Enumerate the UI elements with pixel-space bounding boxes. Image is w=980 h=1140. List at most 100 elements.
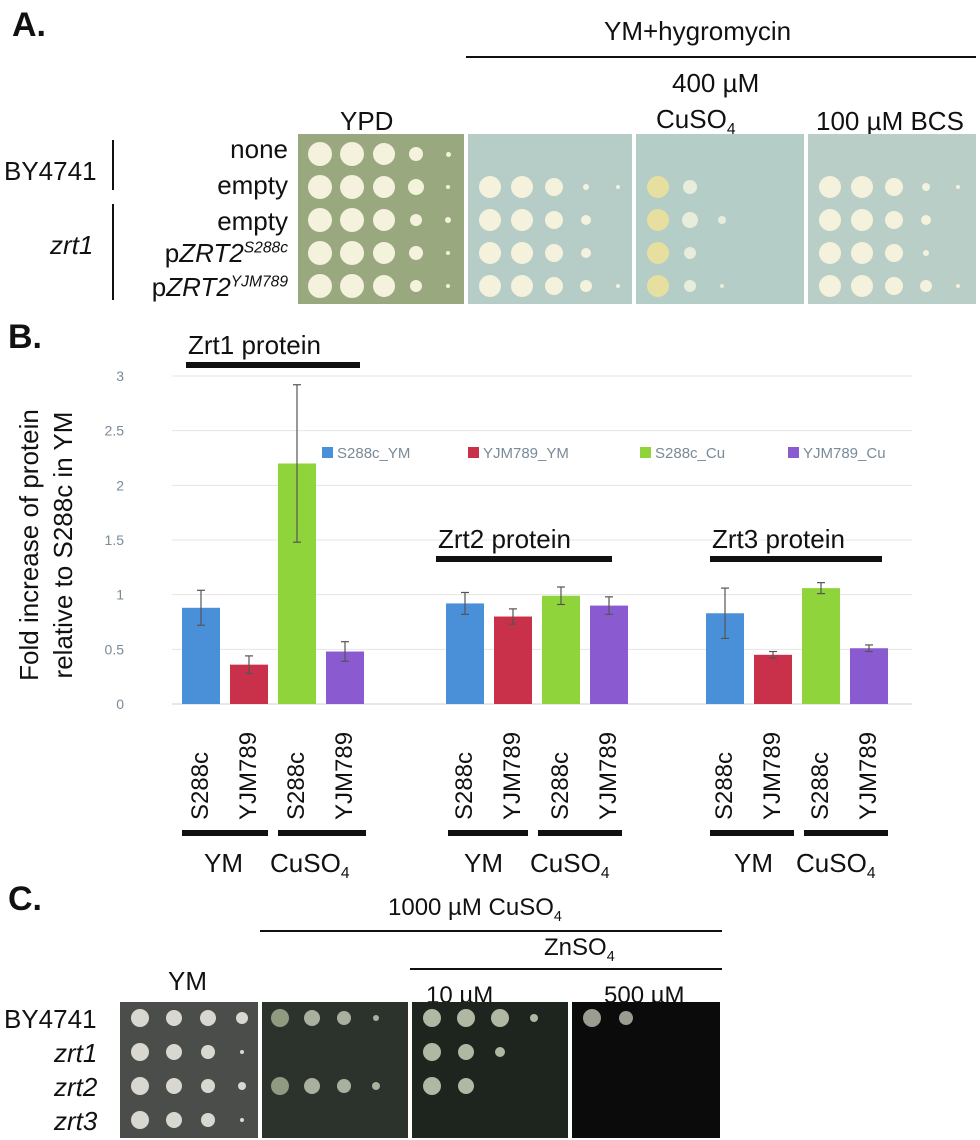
x-tick-label: YJM789 [759, 731, 786, 820]
colony-spot [956, 185, 960, 189]
legend-swatch [468, 447, 479, 458]
strain-row-label: empty [217, 170, 288, 200]
bar [542, 595, 580, 704]
colony-spot [308, 241, 332, 265]
colony-spot [373, 242, 395, 264]
colony-spot [304, 1010, 320, 1026]
ypd-plate-image [298, 134, 464, 304]
colony-spot [166, 1010, 182, 1026]
colony-spot [545, 178, 563, 196]
colony-spot [423, 1009, 441, 1027]
znso4-500-plate-image [572, 1002, 720, 1138]
panel-c-header-cu: 1000 µM CuSO4 [388, 894, 562, 925]
colony-spot [616, 284, 620, 288]
chart-group-title: Zrt1 protein [188, 330, 321, 360]
colony-spot [337, 1079, 351, 1093]
x-tick-label: YJM789 [499, 731, 526, 820]
x-tick-label: S288c [451, 751, 478, 820]
strain-row-label: pZRT2S288c [164, 238, 288, 268]
bar [754, 654, 792, 704]
colony-spot [511, 176, 533, 198]
legend-swatch [322, 447, 333, 458]
colony-spot [236, 1012, 248, 1024]
panel-c-col-ym: YM [168, 966, 207, 996]
x-tick-label: S288c [711, 751, 738, 820]
x-tick-label: S288c [283, 751, 310, 820]
colony-spot [479, 209, 501, 231]
colony-spot [166, 1044, 182, 1060]
colony-spot [201, 1079, 215, 1093]
znso4-10-plate-image [412, 1002, 568, 1138]
y-tick-label: 0.5 [105, 641, 125, 657]
strain-row-label: none [230, 134, 288, 164]
condition-rule [182, 830, 268, 836]
colony-spot [647, 275, 669, 297]
colony-spot [511, 242, 533, 264]
colony-spot [479, 275, 501, 297]
colony-spot [580, 280, 592, 292]
x-tick-label: S288c [187, 751, 214, 820]
colony-spot [457, 1009, 475, 1027]
colony-spot [308, 208, 332, 232]
cuso4-plate-image [636, 134, 804, 304]
colony-spot [583, 184, 589, 190]
panel-a-label: A. [12, 6, 46, 44]
panel-a-col-ypd: YPD [340, 106, 394, 136]
panel-a-group-zrt1: zrt1 [50, 230, 94, 260]
condition-rule [538, 830, 622, 836]
colony-spot [446, 251, 450, 255]
colony-spot [885, 277, 903, 295]
colony-spot [530, 1014, 538, 1022]
legend-swatch [788, 447, 799, 458]
zrt1-bracket [112, 204, 114, 300]
colony-spot [819, 209, 841, 231]
colony-spot [445, 217, 451, 223]
hygromycin-plate-image [468, 134, 632, 304]
x-tick-label: YJM789 [855, 731, 882, 820]
chart-group-title: Zrt3 protein [712, 524, 845, 554]
panel-c-header-zn-rule [410, 968, 722, 970]
colony-spot [446, 284, 450, 288]
colony-spot [308, 142, 332, 166]
condition-label-ym: YM [734, 848, 773, 878]
colony-spot [373, 1015, 379, 1021]
legend-label: YJM789_Cu [803, 445, 886, 462]
panel-a-col-cu-line2: CuSO4 [656, 104, 736, 139]
colony-spot [271, 1009, 289, 1027]
colony-spot [410, 280, 422, 292]
x-tick-label: YJM789 [235, 731, 262, 820]
colony-spot [240, 1118, 244, 1122]
panel-c-label: C. [8, 880, 42, 918]
colony-spot [458, 1078, 474, 1094]
colony-spot [683, 180, 697, 194]
colony-spot [423, 1077, 441, 1095]
colony-spot [423, 1043, 441, 1061]
strain-label-c: BY4741 [4, 1004, 97, 1034]
colony-spot [956, 284, 960, 288]
by4741-bracket [112, 140, 114, 190]
colony-spot [410, 214, 422, 226]
colony-spot [885, 244, 903, 262]
panel-c-header-zn: ZnSO4 [544, 934, 615, 965]
colony-spot [373, 176, 395, 198]
panel-a-col-bcs: 100 µM BCS [816, 106, 964, 136]
colony-spot [238, 1082, 246, 1090]
colony-spot [583, 1009, 601, 1027]
x-tick-label: YJM789 [331, 731, 358, 820]
colony-spot [851, 209, 873, 231]
colony-spot [684, 247, 696, 259]
colony-spot [495, 1047, 505, 1057]
colony-spot [718, 216, 726, 224]
colony-spot [545, 211, 563, 229]
condition-label-ym: YM [204, 848, 243, 878]
group-title-rule [436, 556, 612, 562]
condition-rule [710, 830, 794, 836]
colony-spot [511, 209, 533, 231]
panel-a-header-rule [466, 56, 976, 58]
colony-spot [647, 242, 669, 264]
colony-spot [851, 242, 873, 264]
condition-label-cuso4: CuSO4 [530, 848, 610, 883]
colony-spot [340, 274, 364, 298]
colony-spot [373, 209, 395, 231]
condition-rule [804, 830, 888, 836]
